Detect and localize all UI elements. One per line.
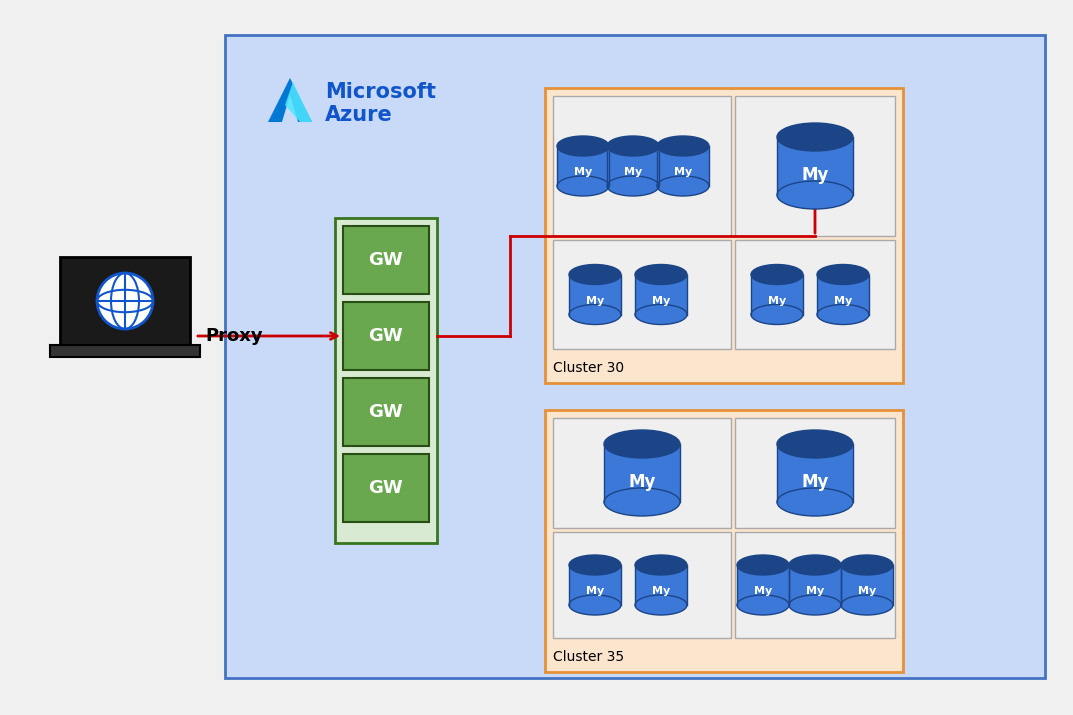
Text: GW: GW — [369, 251, 403, 269]
Ellipse shape — [737, 595, 789, 615]
Ellipse shape — [635, 305, 687, 325]
Ellipse shape — [569, 265, 621, 285]
FancyBboxPatch shape — [545, 88, 903, 383]
Ellipse shape — [604, 488, 680, 516]
Ellipse shape — [789, 595, 841, 615]
Text: My: My — [586, 295, 604, 305]
Text: My: My — [629, 473, 656, 490]
FancyBboxPatch shape — [553, 96, 731, 236]
Ellipse shape — [657, 136, 709, 156]
Ellipse shape — [751, 305, 803, 325]
Text: Proxy: Proxy — [205, 327, 263, 345]
Ellipse shape — [817, 265, 869, 285]
Ellipse shape — [817, 305, 869, 325]
Ellipse shape — [789, 555, 841, 575]
Ellipse shape — [635, 265, 687, 285]
FancyBboxPatch shape — [343, 378, 429, 446]
FancyBboxPatch shape — [343, 302, 429, 370]
Ellipse shape — [569, 305, 621, 325]
Ellipse shape — [607, 136, 659, 156]
Text: Cluster 35: Cluster 35 — [553, 650, 624, 664]
Ellipse shape — [841, 595, 893, 615]
Bar — [569, 275, 621, 315]
Polygon shape — [285, 82, 312, 122]
Text: My: My — [802, 473, 828, 490]
Text: My: My — [858, 586, 877, 596]
Bar — [607, 146, 659, 186]
Text: GW: GW — [369, 327, 403, 345]
FancyBboxPatch shape — [343, 454, 429, 522]
Bar — [635, 565, 687, 605]
Text: GW: GW — [369, 403, 403, 421]
Text: My: My — [754, 586, 773, 596]
Ellipse shape — [737, 555, 789, 575]
Text: My: My — [806, 586, 824, 596]
FancyBboxPatch shape — [553, 240, 731, 349]
Text: My: My — [768, 295, 787, 305]
Text: My: My — [652, 295, 671, 305]
Bar — [737, 565, 789, 605]
FancyBboxPatch shape — [553, 418, 731, 528]
Bar — [817, 275, 869, 315]
Ellipse shape — [777, 181, 853, 209]
Text: My: My — [586, 586, 604, 596]
Bar — [789, 565, 841, 605]
Circle shape — [97, 273, 153, 329]
Text: Microsoft: Microsoft — [325, 82, 436, 102]
Polygon shape — [268, 78, 312, 122]
Text: My: My — [574, 167, 592, 177]
Ellipse shape — [841, 555, 893, 575]
FancyBboxPatch shape — [735, 418, 895, 528]
Ellipse shape — [635, 595, 687, 615]
FancyBboxPatch shape — [50, 345, 200, 357]
FancyBboxPatch shape — [735, 96, 895, 236]
Text: My: My — [802, 166, 828, 184]
Bar — [777, 137, 853, 195]
Text: My: My — [834, 295, 852, 305]
FancyBboxPatch shape — [735, 532, 895, 638]
Bar — [777, 444, 853, 502]
FancyBboxPatch shape — [225, 35, 1045, 678]
Ellipse shape — [607, 176, 659, 196]
Bar — [841, 565, 893, 605]
Ellipse shape — [657, 176, 709, 196]
Ellipse shape — [777, 123, 853, 151]
Bar — [604, 444, 680, 502]
FancyBboxPatch shape — [343, 226, 429, 294]
Ellipse shape — [777, 430, 853, 458]
Text: My: My — [674, 167, 692, 177]
Ellipse shape — [777, 488, 853, 516]
Bar — [635, 275, 687, 315]
FancyBboxPatch shape — [735, 240, 895, 349]
Bar — [569, 565, 621, 605]
Text: Cluster 30: Cluster 30 — [553, 361, 624, 375]
Ellipse shape — [557, 136, 609, 156]
Bar — [557, 146, 609, 186]
Ellipse shape — [569, 595, 621, 615]
Text: GW: GW — [369, 479, 403, 497]
FancyBboxPatch shape — [60, 257, 190, 345]
Text: Azure: Azure — [325, 105, 393, 125]
FancyBboxPatch shape — [335, 218, 437, 543]
Ellipse shape — [557, 176, 609, 196]
Ellipse shape — [751, 265, 803, 285]
Bar — [657, 146, 709, 186]
FancyBboxPatch shape — [553, 532, 731, 638]
Text: My: My — [623, 167, 642, 177]
Ellipse shape — [604, 430, 680, 458]
Text: My: My — [652, 586, 671, 596]
Ellipse shape — [635, 555, 687, 575]
Bar — [751, 275, 803, 315]
Ellipse shape — [569, 555, 621, 575]
FancyBboxPatch shape — [545, 410, 903, 672]
